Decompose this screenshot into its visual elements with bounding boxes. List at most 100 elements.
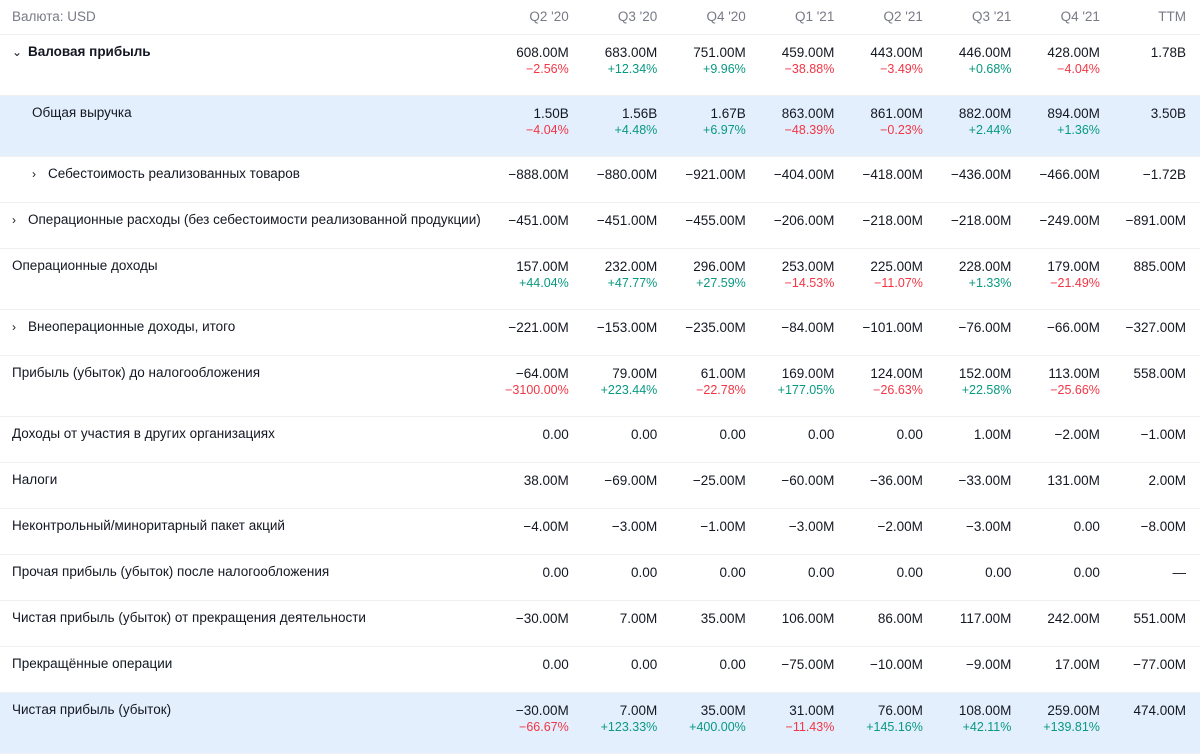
period-value: −10.00M (869, 657, 923, 672)
row-label-cell: Чистая прибыль (убыток) от прекращения д… (0, 601, 488, 647)
table-row[interactable]: › Себестоимость реализованных товаров −888… (0, 157, 1200, 203)
value-cell: 0.00 (488, 647, 577, 693)
value-cell: −9.00M (931, 647, 1020, 693)
ttm-value: 474.00M (1133, 703, 1186, 718)
period-value: 1.56B (621, 106, 658, 121)
change-percent: −38.88% (784, 62, 835, 76)
change-percent: −0.23% (880, 123, 923, 137)
value-cell: −69.00M (577, 463, 666, 509)
ttm-cell: −8.00M (1108, 509, 1200, 555)
period-header: Q4 '21 (1019, 0, 1108, 35)
row-label-cell: Чистая прибыль (убыток) (0, 693, 488, 754)
period-value: 0.00 (630, 427, 658, 442)
table-row: Налоги 38.00M −69.00M −25.00M −60.00M −36.00M… (0, 463, 1200, 509)
value-cell: 228.00M +1.33% (931, 249, 1020, 310)
ttm-value: −77.00M (1133, 657, 1186, 672)
change-percent: +9.96% (703, 62, 746, 76)
value-cell: −60.00M (754, 463, 843, 509)
period-value: −153.00M (596, 320, 658, 335)
table-row[interactable]: › Внеоперационные доходы, итого −221.00M −1… (0, 310, 1200, 356)
period-value: −3.00M (788, 519, 835, 534)
table-row: Неконтрольный/миноритарный пакет акций −4… (0, 509, 1200, 555)
value-cell: −436.00M (931, 157, 1020, 203)
period-value: −66.00M (1047, 320, 1100, 335)
value-cell: −10.00M (842, 647, 931, 693)
period-value: −418.00M (862, 167, 923, 182)
row-label: Прибыль (убыток) до налогообложения (12, 365, 261, 380)
period-header: Q2 '20 (488, 0, 577, 35)
row-label: Операционные доходы (12, 258, 158, 273)
value-cell: 76.00M +145.16% (842, 693, 931, 754)
ttm-cell: — (1108, 555, 1200, 601)
period-value: 108.00M (958, 703, 1012, 718)
value-cell: 0.00 (754, 555, 843, 601)
value-cell: 124.00M −26.63% (842, 356, 931, 417)
period-value: −455.00M (685, 213, 746, 228)
value-cell: 7.00M (577, 601, 666, 647)
value-cell: −66.00M (1019, 310, 1108, 356)
change-percent: −11.07% (874, 276, 923, 290)
value-cell: 0.00 (665, 555, 754, 601)
value-cell: 35.00M (665, 601, 754, 647)
period-value: 225.00M (870, 259, 923, 274)
ttm-value: 885.00M (1133, 259, 1186, 274)
ttm-value: 2.00M (1148, 473, 1186, 488)
period-value: 31.00M (789, 703, 835, 718)
row-label: Операционные расходы (без себестоимости … (28, 212, 481, 227)
value-cell: 0.00 (577, 555, 666, 601)
ttm-cell: −327.00M (1108, 310, 1200, 356)
chevron-down-icon[interactable]: ⌄ (12, 45, 23, 59)
chevron-right-icon[interactable]: › (32, 167, 36, 181)
table-row: Прибыль (убыток) до налогообложения −64.0… (0, 356, 1200, 417)
period-value: −2.00M (877, 519, 923, 534)
value-cell: 169.00M +177.05% (754, 356, 843, 417)
value-cell: 38.00M (488, 463, 577, 509)
chevron-right-icon[interactable]: › (12, 320, 16, 334)
row-label-cell: Операционные доходы (0, 249, 488, 310)
value-cell: 0.00 (754, 417, 843, 463)
value-cell: 0.00 (665, 647, 754, 693)
row-label-cell: Прибыль (убыток) до налогообложения (0, 356, 488, 417)
value-cell: −466.00M (1019, 157, 1108, 203)
period-value: 446.00M (958, 45, 1012, 60)
value-cell: −84.00M (754, 310, 843, 356)
value-cell: 79.00M +223.44% (577, 356, 666, 417)
header-row: Валюта: USD Q2 '20 Q3 '20 Q4 '20 Q1 '21 … (0, 0, 1200, 35)
period-value: 0.00 (1073, 565, 1100, 580)
row-label: Доходы от участия в других организациях (12, 426, 275, 441)
change-percent: +47.77% (607, 276, 658, 290)
period-header: Q3 '20 (576, 0, 666, 35)
ttm-cell: 885.00M (1108, 249, 1200, 310)
value-cell: −76.00M (931, 310, 1020, 356)
value-cell: 61.00M −22.78% (665, 356, 754, 417)
period-value: −9.00M (965, 657, 1012, 672)
value-cell: 31.00M −11.43% (754, 693, 843, 754)
table-row[interactable]: › Операционные расходы (без себестоимости… (0, 203, 1200, 249)
period-value: −206.00M (773, 213, 835, 228)
change-percent: +4.48% (614, 123, 658, 137)
value-cell: 131.00M (1019, 463, 1108, 509)
change-percent: +12.34% (607, 62, 658, 76)
value-cell: −451.00M (488, 203, 577, 249)
value-cell: −153.00M (577, 310, 666, 356)
period-value: 228.00M (958, 259, 1012, 274)
table-row: Прекращённые операции 0.00 0.00 0.00 −75.00M… (0, 647, 1200, 693)
period-value: −3.00M (611, 519, 658, 534)
change-percent: −66.67% (519, 720, 569, 734)
value-cell: −36.00M (842, 463, 931, 509)
change-percent: +145.16% (866, 720, 923, 734)
change-percent: −21.49% (1050, 276, 1100, 290)
value-cell: 0.00 (488, 417, 577, 463)
period-value: 131.00M (1047, 473, 1100, 488)
change-percent: −25.66% (1050, 383, 1100, 397)
value-cell: −30.00M −66.67% (488, 693, 577, 754)
table-row[interactable]: ⌄ Валовая прибыль 608.00M −2.56% 683.00M +12.… (0, 35, 1200, 96)
change-percent: +1.36% (1057, 123, 1100, 137)
ttm-cell: 558.00M (1108, 356, 1200, 417)
period-value: 894.00M (1047, 106, 1100, 121)
chevron-right-icon[interactable]: › (12, 213, 16, 227)
value-cell: −25.00M (665, 463, 754, 509)
period-value: 106.00M (781, 611, 835, 626)
ttm-cell: −1.72B (1108, 157, 1200, 203)
period-value: −30.00M (515, 703, 569, 718)
